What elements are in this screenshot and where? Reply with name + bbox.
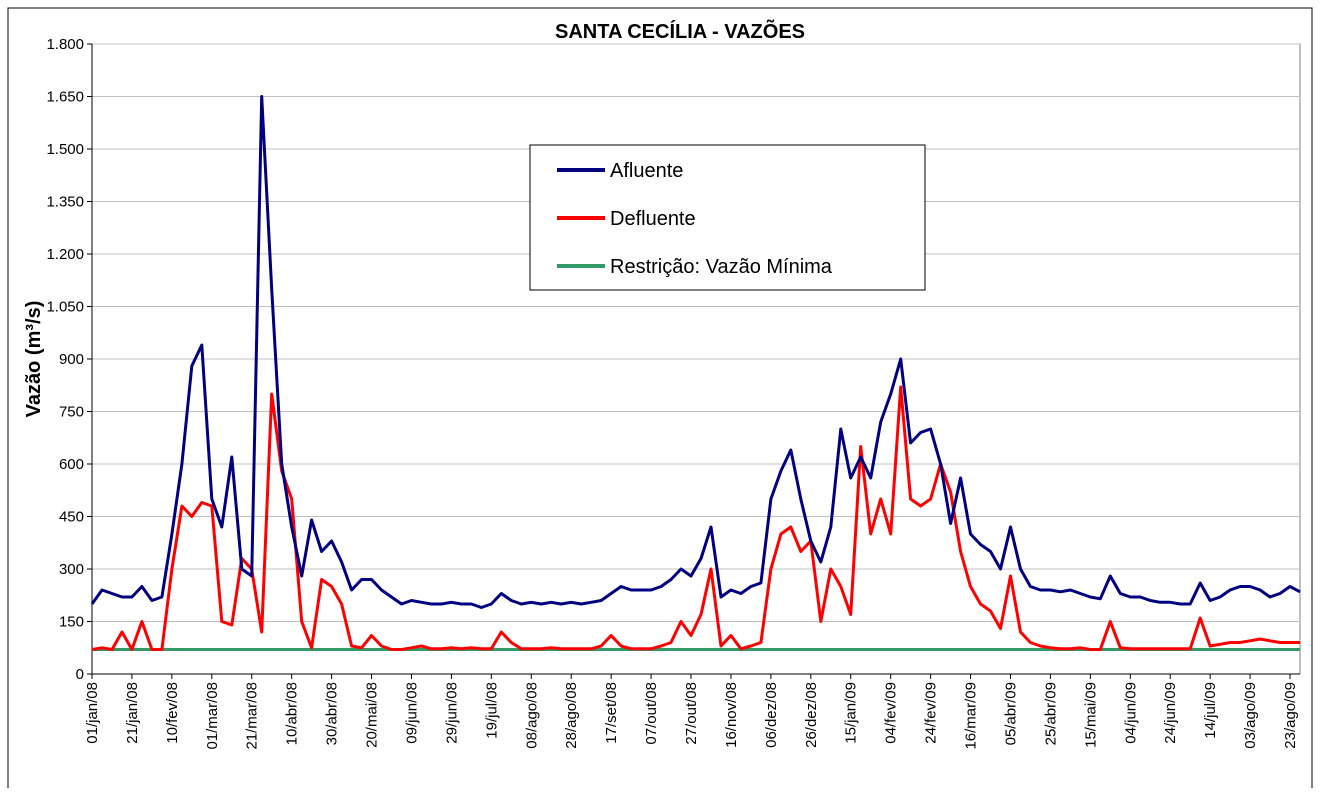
x-tick-label: 04/fev/09 bbox=[883, 682, 900, 744]
y-tick-label: 150 bbox=[59, 614, 84, 631]
x-tick-label: 28/ago/08 bbox=[563, 682, 580, 749]
x-tick-label: 04/jun/09 bbox=[1122, 682, 1139, 744]
legend-label: Restrição: Vazão Mínima bbox=[610, 256, 833, 278]
legend-label: Defluente bbox=[610, 208, 696, 230]
x-tick-label: 10/fev/08 bbox=[164, 682, 181, 744]
x-tick-label: 14/jul/09 bbox=[1202, 682, 1219, 739]
x-tick-label: 24/jun/09 bbox=[1162, 682, 1179, 744]
x-tick-label: 21/jan/08 bbox=[124, 682, 141, 744]
data-line bbox=[90, 95, 1301, 609]
x-tick-label: 03/ago/09 bbox=[1242, 682, 1259, 749]
x-tick-label: 23/ago/09 bbox=[1282, 682, 1299, 749]
y-tick-label: 0 bbox=[76, 666, 84, 683]
x-tick-label: 10/abr/08 bbox=[284, 682, 301, 745]
x-tick-label: 07/out/08 bbox=[643, 682, 660, 745]
x-tick-label: 09/jun/08 bbox=[403, 682, 420, 744]
x-tick-label: 27/out/08 bbox=[683, 682, 700, 745]
y-tick-label: 1.500 bbox=[46, 141, 84, 158]
chart-title: SANTA CECÍLIA - VAZÕES bbox=[555, 19, 805, 43]
x-tick-label: 01/mar/08 bbox=[204, 682, 221, 750]
x-tick-label: 26/dez/08 bbox=[803, 682, 820, 748]
y-tick-label: 1.200 bbox=[46, 246, 84, 263]
x-tick-label: 24/fev/09 bbox=[923, 682, 940, 744]
x-tick-label: 30/abr/08 bbox=[324, 682, 341, 745]
x-tick-label: 01/jan/08 bbox=[84, 682, 101, 744]
x-tick-label: 15/mai/09 bbox=[1082, 682, 1099, 748]
y-axis-label: Vazão (m³/s) bbox=[23, 301, 45, 418]
y-tick-label: 750 bbox=[59, 404, 84, 421]
y-tick-label: 900 bbox=[59, 351, 84, 368]
y-tick-label: 1.350 bbox=[46, 194, 84, 211]
x-tick-label: 17/set/08 bbox=[603, 682, 620, 744]
legend-label: Afluente bbox=[610, 160, 683, 182]
x-tick-label: 25/abr/09 bbox=[1042, 682, 1059, 745]
y-tick-label: 450 bbox=[59, 509, 84, 526]
x-tick-label: 20/mai/08 bbox=[364, 682, 381, 748]
x-tick-label: 21/mar/08 bbox=[244, 682, 261, 750]
x-tick-label: 16/nov/08 bbox=[723, 682, 740, 748]
x-tick-label: 16/mar/09 bbox=[963, 682, 980, 750]
x-tick-label: 05/abr/09 bbox=[1002, 682, 1019, 745]
x-tick-label: 29/jun/08 bbox=[443, 682, 460, 744]
x-tick-label: 15/jan/09 bbox=[843, 682, 860, 744]
x-tick-label: 06/dez/08 bbox=[763, 682, 780, 748]
x-tick-label: 19/jul/08 bbox=[483, 682, 500, 739]
y-tick-label: 1.050 bbox=[46, 299, 84, 316]
x-tick-label: 08/ago/08 bbox=[523, 682, 540, 749]
y-tick-label: 1.650 bbox=[46, 89, 84, 106]
y-tick-label: 300 bbox=[59, 561, 84, 578]
y-tick-label: 1.800 bbox=[46, 36, 84, 53]
data-line bbox=[91, 385, 1300, 651]
y-tick-label: 600 bbox=[59, 456, 84, 473]
